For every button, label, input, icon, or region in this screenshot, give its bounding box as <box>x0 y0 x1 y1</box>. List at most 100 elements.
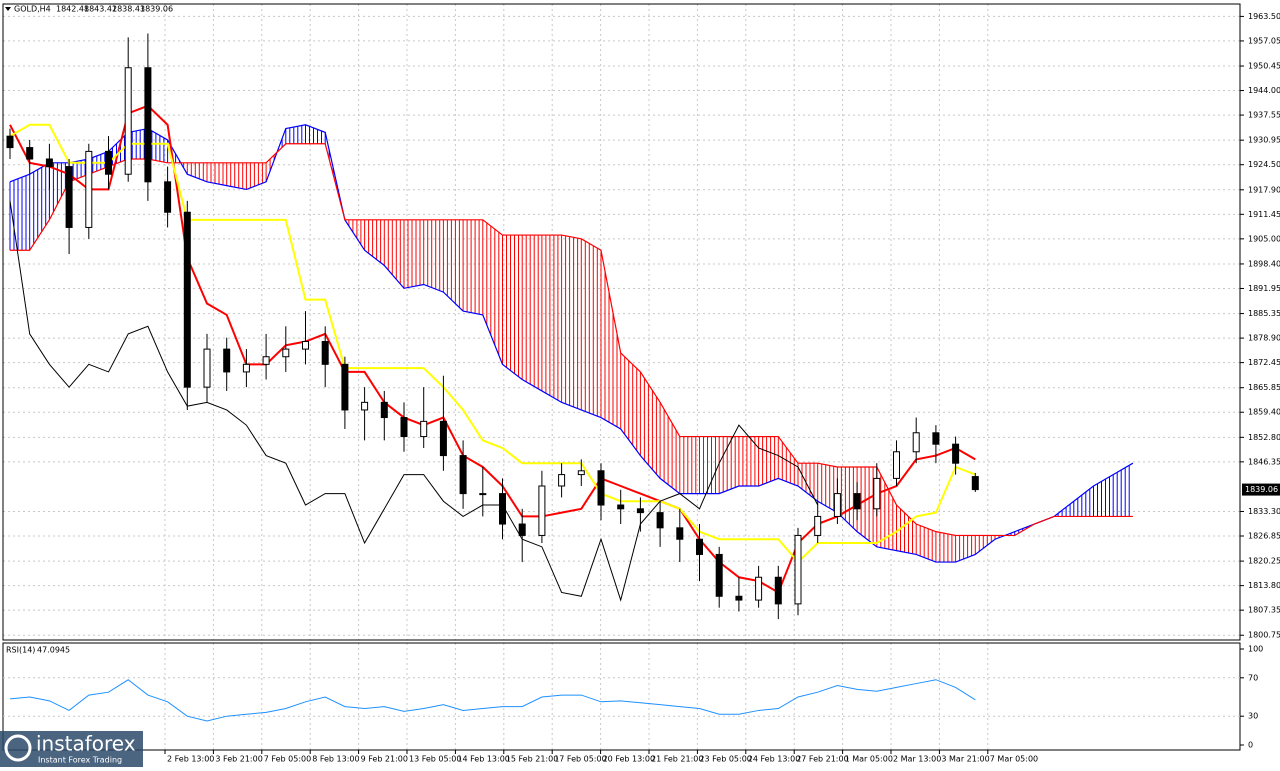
x-tick-label: 23 Feb 05:00 <box>699 755 751 764</box>
y-tick-label: 1846.35 <box>1248 457 1280 466</box>
candle-body <box>242 363 250 373</box>
y-tick-label: 1852.80 <box>1248 433 1280 442</box>
rsi-tick-label: 0 <box>1248 741 1253 750</box>
candle-body <box>558 474 566 487</box>
x-tick-label: 7 Mar 05:00 <box>990 755 1038 764</box>
candle-body <box>459 455 467 495</box>
logo-name: instaforex <box>36 732 136 756</box>
candle-body <box>144 67 152 183</box>
candle-body <box>439 420 447 457</box>
x-tick-label: 13 Feb 05:00 <box>409 755 461 764</box>
y-tick-label: 1833.30 <box>1248 507 1280 516</box>
open: 1842.48 <box>56 5 89 14</box>
candle-body <box>85 150 93 228</box>
high: 1843.42 <box>84 5 117 14</box>
logo-icon <box>4 734 32 762</box>
x-tick-label: 8 Feb 13:00 <box>312 755 359 764</box>
logo-tagline: Instant Forex Trading <box>38 756 122 765</box>
y-tick-label: 1891.95 <box>1248 284 1280 293</box>
x-tick-label: 27 Feb 21:00 <box>796 755 848 764</box>
candle-body <box>932 432 940 445</box>
x-tick-label: 24 Feb 13:00 <box>748 755 800 764</box>
y-tick-label: 1924.50 <box>1248 160 1280 169</box>
candle-body <box>105 150 112 175</box>
candle-body <box>302 341 309 350</box>
candle-body <box>479 493 487 496</box>
candle-body <box>361 401 369 411</box>
candle-body <box>794 534 802 605</box>
candle-body <box>912 432 920 453</box>
candle-body <box>696 538 703 555</box>
x-tick-label: 2 Feb 13:00 <box>167 755 214 764</box>
x-tick-label: 21 Feb 21:00 <box>651 755 703 764</box>
candle-body <box>26 147 34 160</box>
candle-body <box>577 470 585 476</box>
candle-body <box>538 485 546 536</box>
rsi-panel <box>2 642 1241 751</box>
rsi-tick-label: 100 <box>1248 645 1263 654</box>
candle-body <box>65 166 73 228</box>
x-tick-label: 3 Mar 21:00 <box>941 755 989 764</box>
candle-body <box>636 508 644 514</box>
x-tick-label: 7 Feb 05:00 <box>264 755 311 764</box>
y-tick-label: 1865.85 <box>1248 383 1280 392</box>
y-tick-label: 1885.35 <box>1248 309 1280 318</box>
symbol-arrow <box>5 7 11 11</box>
y-tick-label: 1820.25 <box>1248 557 1280 566</box>
rsi-value: 47.0945 <box>37 646 70 655</box>
y-tick-label: 1826.85 <box>1248 532 1280 541</box>
y-tick-label: 1800.75 <box>1248 631 1280 640</box>
candle-body <box>400 417 408 438</box>
candle-body <box>380 401 388 419</box>
close: 1839.06 <box>140 5 173 14</box>
y-tick-label: 1944.00 <box>1248 86 1280 95</box>
candle-body <box>518 523 526 536</box>
x-tick-label: 3 Feb 21:00 <box>215 755 262 764</box>
candle-body <box>971 476 979 491</box>
candle-body <box>420 420 428 438</box>
line <box>9 200 819 602</box>
candle-body <box>853 493 861 510</box>
line <box>9 124 1134 563</box>
candle-body <box>6 135 14 149</box>
y-tick-label: 1957.05 <box>1248 36 1280 45</box>
y-tick-label: 1917.90 <box>1248 185 1280 194</box>
y-tick-label: 1911.45 <box>1248 210 1280 219</box>
candle-body <box>282 348 290 358</box>
rsi-label: RSI(14) <box>6 646 35 655</box>
x-tick-label: 20 Feb 13:00 <box>603 755 655 764</box>
x-tick-label: 17 Feb 05:00 <box>554 755 606 764</box>
line <box>9 679 976 722</box>
candle-body <box>715 553 723 597</box>
y-tick-label: 1859.40 <box>1248 408 1280 417</box>
candle-body <box>164 181 172 213</box>
y-tick-label: 1898.40 <box>1248 259 1280 268</box>
y-tick-label: 1930.95 <box>1248 136 1280 145</box>
candle-body <box>499 493 506 525</box>
candle-body <box>203 348 211 388</box>
candle-body <box>833 493 841 517</box>
candle-body <box>656 512 664 529</box>
y-tick-label: 1950.45 <box>1248 62 1280 71</box>
candle-body <box>893 451 900 479</box>
candle-body <box>952 443 960 464</box>
y-tick-label: 1937.55 <box>1248 111 1280 120</box>
y-tick-label: 1905.00 <box>1248 234 1280 243</box>
rsi-tick-label: 70 <box>1248 673 1258 682</box>
price-panel <box>2 3 1241 641</box>
logo: instaforex Instant Forex Trading <box>0 731 143 767</box>
candle-body <box>597 470 605 506</box>
x-tick-label: 2 Mar 13:00 <box>893 755 941 764</box>
symbol: GOLD,H4 <box>14 5 51 14</box>
line <box>10 143 1133 537</box>
y-tick-label: 1878.90 <box>1248 334 1280 343</box>
y-tick-label: 1813.80 <box>1248 581 1280 590</box>
rsi-tick-label: 30 <box>1248 712 1258 721</box>
price-box-label: 1839.06 <box>1245 485 1278 494</box>
price-box <box>1242 483 1280 496</box>
line <box>9 123 976 564</box>
candle-body <box>676 527 684 540</box>
x-tick-label: 9 Feb 21:00 <box>361 755 408 764</box>
candle-body <box>755 576 763 601</box>
